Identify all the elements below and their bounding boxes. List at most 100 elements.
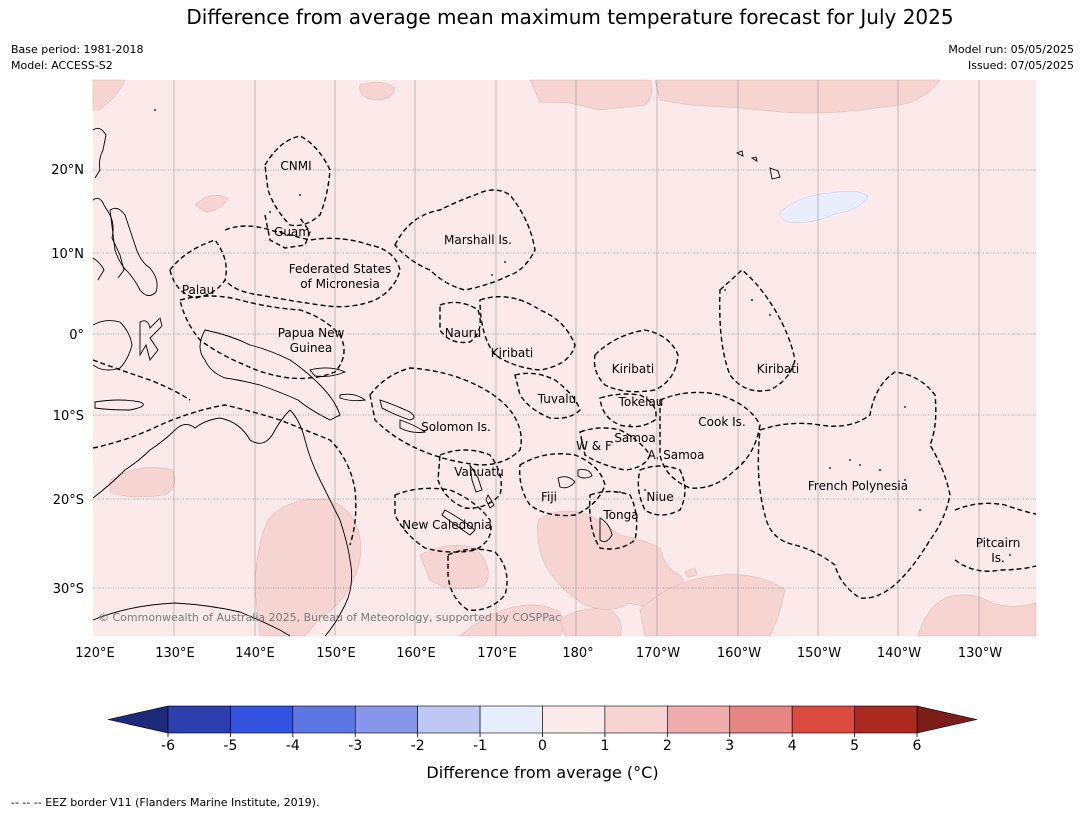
lon-label: 160°E xyxy=(396,646,436,661)
place-labels: CNMI Guam Marshall Is. Federated States … xyxy=(182,159,1020,565)
label-palau: Palau xyxy=(182,283,214,297)
colorbar-segment xyxy=(417,705,481,734)
coast-sulawesi xyxy=(139,317,163,361)
eez-nauru xyxy=(439,301,481,344)
lon-label: 140°E xyxy=(235,646,275,661)
coast-asia xyxy=(92,127,125,281)
coast-australia xyxy=(92,409,353,637)
label-fsm-line1: Federated States xyxy=(289,262,391,276)
eez-tonga xyxy=(589,490,638,550)
meta-left: Base period: 1981-2018 Model: ACCESS-S2 xyxy=(11,42,143,74)
anomaly-regions xyxy=(92,79,1037,637)
graticule-meridians xyxy=(173,80,980,636)
label-guam: Guam xyxy=(274,225,310,239)
colorbar-segment xyxy=(292,705,356,734)
coast-philippines xyxy=(109,207,158,296)
colorbar-tick-label: -6 xyxy=(161,738,175,754)
label-tuvalu: Tuvalu xyxy=(537,392,577,406)
label-png-line2: Guinea xyxy=(290,341,333,355)
lon-label: 150°E xyxy=(316,646,356,661)
coast-new-zealand xyxy=(599,517,613,543)
eez-norfolk xyxy=(447,548,508,611)
eez-vanuatu xyxy=(437,449,502,509)
colorbar-segment xyxy=(542,705,606,734)
colorbar-tick-label: 6 xyxy=(913,738,922,754)
label-pitcairn-line2: Is. xyxy=(991,551,1005,565)
label-cnmi: CNMI xyxy=(280,159,311,173)
colorbar-tick-label: -4 xyxy=(286,738,300,754)
anomaly-patch xyxy=(559,608,622,637)
footnote-eez: -- -- -- EEZ border V11 (Flanders Marine… xyxy=(11,796,320,809)
eez-marshall xyxy=(394,189,536,291)
label-niue: Niue xyxy=(646,490,673,504)
colorbar-tick-label: 4 xyxy=(788,738,797,754)
anomaly-patch xyxy=(684,567,698,578)
anomaly-patch xyxy=(529,79,652,111)
cool-anomaly-patch xyxy=(779,190,869,223)
lat-label: 10°S xyxy=(53,409,84,424)
model-name: Model: ACCESS-S2 xyxy=(11,59,113,72)
eez-tuvalu xyxy=(514,372,581,420)
colorbar-segment xyxy=(667,705,731,734)
eez-png xyxy=(179,295,345,380)
eez-wallis-samoa xyxy=(579,427,651,471)
colorbar-segment xyxy=(791,705,855,734)
eez-australia-gbr xyxy=(92,404,357,546)
lon-label: 130°E xyxy=(155,646,195,661)
label-solomon: Solomon Is. xyxy=(421,420,491,434)
copyright-text: © Commonwealth of Australia 2025, Bureau… xyxy=(98,611,561,624)
lat-label: 10°N xyxy=(51,247,84,262)
colorbar-over-arrow xyxy=(916,705,978,734)
eez-niue xyxy=(637,465,686,516)
colorbar-segment xyxy=(479,705,543,734)
lon-label: 170°W xyxy=(636,646,680,661)
eez-guam xyxy=(264,214,311,249)
eez-fsm xyxy=(224,225,401,308)
lon-label: 140°W xyxy=(877,646,921,661)
label-kiribati-phoenix: Kiribati xyxy=(612,362,654,376)
eez-fiji xyxy=(519,453,606,517)
coastlines xyxy=(92,127,781,637)
eez-pitcairn xyxy=(954,502,1037,572)
small-islands xyxy=(154,109,1011,556)
eez-borders xyxy=(92,135,1037,611)
coast-australia-south xyxy=(92,602,291,637)
label-kiribati-gilbert: Kiribati xyxy=(491,346,533,360)
eez-cook xyxy=(659,391,761,489)
anomaly-patch xyxy=(359,81,396,101)
anomaly-patch xyxy=(917,594,1037,637)
lat-label: 20°S xyxy=(53,493,84,508)
coast-timor xyxy=(94,399,144,411)
colorbar-label: Difference from average (°C) xyxy=(426,763,659,782)
anomaly-patch xyxy=(194,194,229,213)
label-marshall: Marshall Is. xyxy=(444,233,512,247)
label-fsm-line2: of Micronesia xyxy=(300,277,380,291)
label-new-caledonia: New Caledonia xyxy=(402,518,492,532)
lat-label: 20°N xyxy=(51,163,84,178)
meta-right: Model run: 05/05/2025 Issued: 07/05/2025 xyxy=(948,42,1074,74)
colorbar-tick-label: -5 xyxy=(223,738,237,754)
label-kiribati-line: Kiribati xyxy=(757,362,799,376)
label-american-samoa: A. Samoa xyxy=(648,448,705,462)
lon-label: 120°E xyxy=(75,646,115,661)
eez-kiribati-line xyxy=(719,269,796,392)
eez-kiribati-phoenix xyxy=(593,329,679,393)
lon-label: 150°W xyxy=(797,646,841,661)
label-tokelau: Tokelau xyxy=(618,395,664,409)
colorbar-tick-label: -2 xyxy=(411,738,425,754)
label-samoa: Samoa xyxy=(614,431,655,445)
label-french-polynesia: French Polynesia xyxy=(808,479,908,493)
lat-label: 30°S xyxy=(53,582,84,597)
coast-borneo xyxy=(92,320,133,371)
eez-indonesia xyxy=(92,359,191,401)
coast-hawaii xyxy=(735,150,781,180)
colorbar-tick-label: 2 xyxy=(663,738,672,754)
eez-french-polynesia xyxy=(757,371,951,599)
label-png-line1: Papua New xyxy=(278,326,345,340)
lat-label: 0° xyxy=(69,328,84,343)
colorbar-segment xyxy=(230,705,294,734)
colorbar-segment xyxy=(854,705,918,734)
page-title: Difference from average mean maximum tem… xyxy=(186,5,954,29)
colorbar-segment xyxy=(354,705,418,734)
model-run: Model run: 05/05/2025 xyxy=(948,43,1074,56)
